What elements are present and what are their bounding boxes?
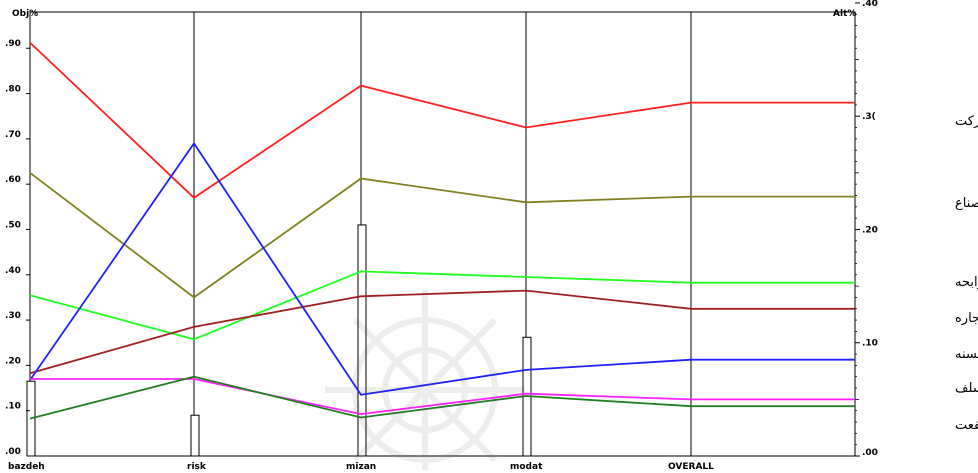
- left-tick-label: .80: [5, 85, 21, 95]
- series-line-5: [29, 141, 855, 396]
- plot-border: [29, 11, 856, 457]
- left-tick-label: .90: [5, 39, 21, 49]
- series-line-4: [29, 289, 855, 375]
- category-label-modat: modat: [510, 462, 543, 472]
- left-tick-label: .10: [5, 402, 21, 412]
- left-tick-label: .60: [5, 175, 21, 185]
- legend-label-3: مرابحه: [955, 275, 978, 290]
- weight-bar-risk: [190, 414, 200, 457]
- legend-label-5: قرض‌الحسنه: [955, 347, 978, 362]
- left-axis-title: Obj%: [12, 9, 38, 19]
- left-tick-label: .30: [5, 311, 21, 321]
- legend: مشارکت استصناع مرابحه اجاره قرض‌الحسنه سلف منف…: [955, 114, 978, 433]
- left-tick-label: .40: [5, 266, 21, 276]
- category-label-mizan: mizan: [346, 462, 376, 472]
- legend-label-4: اجاره: [955, 311, 978, 326]
- left-tick-label: .20: [5, 356, 21, 366]
- right-tick-label: .20: [862, 225, 878, 235]
- left-tick-label: .00: [5, 447, 21, 457]
- left-tick-label: .50: [5, 220, 21, 230]
- legend-label-7: منفعت: [955, 418, 978, 433]
- category-label-risk: risk: [187, 462, 207, 472]
- right-tick-label: .40: [862, 0, 878, 9]
- alternative-lines: [29, 41, 855, 420]
- right-tick-label: .3(: [862, 112, 876, 122]
- series-line-2: [29, 172, 855, 299]
- legend-label-2: استصناع: [955, 196, 978, 211]
- axis-ticks: .00 .10 .20 .30 .40 .50 .60 .70 .80 .90 .00 .10 .20.…: [5, 0, 878, 472]
- series-line-7: [29, 375, 855, 420]
- series-line-3: [29, 270, 855, 341]
- left-tick-label: .70: [5, 130, 21, 140]
- right-axis-title: Alt%: [833, 9, 856, 19]
- right-tick-label: .10: [862, 339, 878, 349]
- series-line-6: [30, 378, 855, 416]
- legend-label-1: مشارکت: [955, 114, 978, 129]
- series-line-1: [29, 41, 855, 199]
- weight-bar-mizan: [357, 224, 367, 457]
- watermark-emblem: [325, 290, 525, 470]
- right-tick-label: .00: [862, 448, 878, 458]
- category-label-bazdeh: bazdeh: [8, 462, 45, 472]
- category-label-OVERALL: OVERALL: [668, 462, 714, 472]
- legend-label-6: سلف: [955, 381, 978, 396]
